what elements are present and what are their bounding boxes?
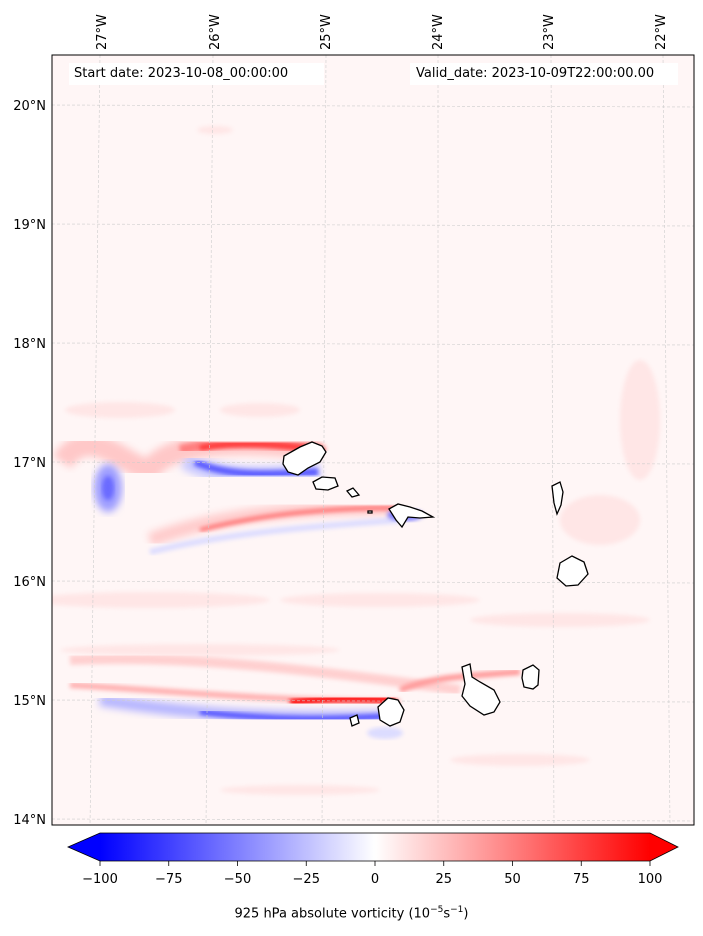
- colorbar-title: 925 hPa absolute vorticity (10−5s−1): [0, 905, 703, 921]
- valid-date-label: Valid_date: 2023-10-09T22:00:00.00: [410, 63, 678, 85]
- colorbar-title-exp1: −5: [430, 905, 444, 915]
- map-frame: [51, 54, 695, 826]
- colorbar-title-end: ): [463, 906, 469, 922]
- island-fogo: [377, 697, 405, 727]
- start-date-label: Start date: 2023-10-08_00:00:00: [69, 63, 324, 85]
- island-santiago: [461, 663, 501, 716]
- lat-label: 14°N: [13, 813, 46, 828]
- island-sao-nicolau: [388, 503, 436, 529]
- weak-vorticity-patches: [52, 126, 660, 795]
- lat-label: 19°N: [13, 218, 46, 233]
- lat-label: 20°N: [13, 99, 46, 114]
- colorbar-title-unit: s: [443, 906, 451, 922]
- lat-label: 17°N: [13, 456, 46, 471]
- longitude-labels: 27°W 26°W 25°W 24°W 23°W 22°W: [95, 14, 669, 50]
- lon-label: 24°W: [431, 14, 446, 50]
- lat-label: 18°N: [13, 337, 46, 352]
- colorbar-title-exp2: −1: [450, 905, 464, 915]
- coastlines: [282, 441, 589, 727]
- island-sal: [551, 481, 564, 516]
- gridlines: [52, 55, 694, 825]
- lat-label: 16°N: [13, 575, 46, 590]
- island-santa-luzia: [345, 487, 361, 498]
- island-sao-vicente: [312, 476, 339, 491]
- vorticity-field: [52, 126, 660, 795]
- lon-label: 22°W: [654, 14, 669, 50]
- colorbar-title-main: 925 hPa absolute vorticity (10: [234, 906, 431, 922]
- lon-label: 27°W: [95, 14, 110, 50]
- lon-label: 25°W: [319, 14, 334, 50]
- island-branco: [367, 510, 373, 514]
- lat-label: 15°N: [13, 694, 46, 709]
- island-maio: [521, 664, 540, 690]
- lon-label: 23°W: [542, 14, 557, 50]
- island-boa-vista: [556, 555, 589, 587]
- island-brava: [349, 714, 360, 727]
- island-santo-antao: [282, 441, 327, 476]
- latitude-labels: 20°N 19°N 18°N 17°N 16°N 15°N 14°N: [13, 99, 46, 828]
- lon-label: 26°W: [208, 14, 223, 50]
